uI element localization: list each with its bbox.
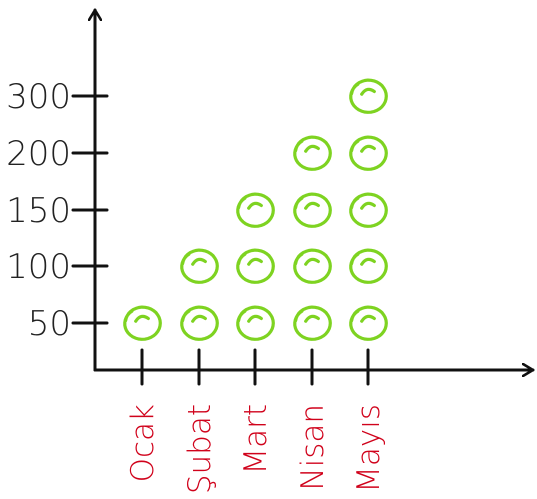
x-tick-label-2: Şubat — [182, 404, 218, 494]
marker-Şubat-1 — [180, 305, 219, 341]
marker-Nisan-4 — [293, 135, 332, 171]
y-tick-label-150: 150 — [6, 191, 71, 231]
marker-Nisan-2 — [293, 248, 332, 284]
marker-Şubat-2 — [180, 248, 219, 284]
x-tick-label-5: Mayıs — [351, 404, 387, 493]
marker-Nisan-3 — [293, 192, 332, 228]
marker-Mart-2 — [236, 248, 275, 284]
marker-Mart-1 — [236, 305, 275, 341]
x-tick-label-1: Ocak — [125, 404, 161, 482]
x-tick-label-4: Nisan — [295, 404, 331, 491]
y-tick-label-300: 300 — [6, 77, 71, 117]
y-tick-labels: 50 100 150 200 300 — [6, 77, 71, 344]
pictograph-markers — [123, 78, 388, 341]
y-tick-label-100: 100 — [6, 247, 71, 287]
marker-Mayıs-2 — [349, 248, 388, 284]
marker-Mayıs-3 — [349, 192, 388, 228]
marker-Mayıs-1 — [349, 305, 388, 341]
marker-Mart-3 — [236, 192, 275, 228]
y-tick-label-50: 50 — [28, 304, 71, 344]
marker-Mayıs-5 — [349, 78, 388, 114]
marker-Ocak-1 — [123, 305, 162, 341]
x-tick-labels: Ocak Şubat Mart Nisan Mayıs — [125, 404, 387, 494]
marker-Mayıs-4 — [349, 135, 388, 171]
y-tick-label-200: 200 — [6, 134, 71, 174]
axis-ticks — [71, 94, 370, 386]
x-tick-label-3: Mart — [238, 404, 274, 475]
marker-Nisan-1 — [293, 305, 332, 341]
